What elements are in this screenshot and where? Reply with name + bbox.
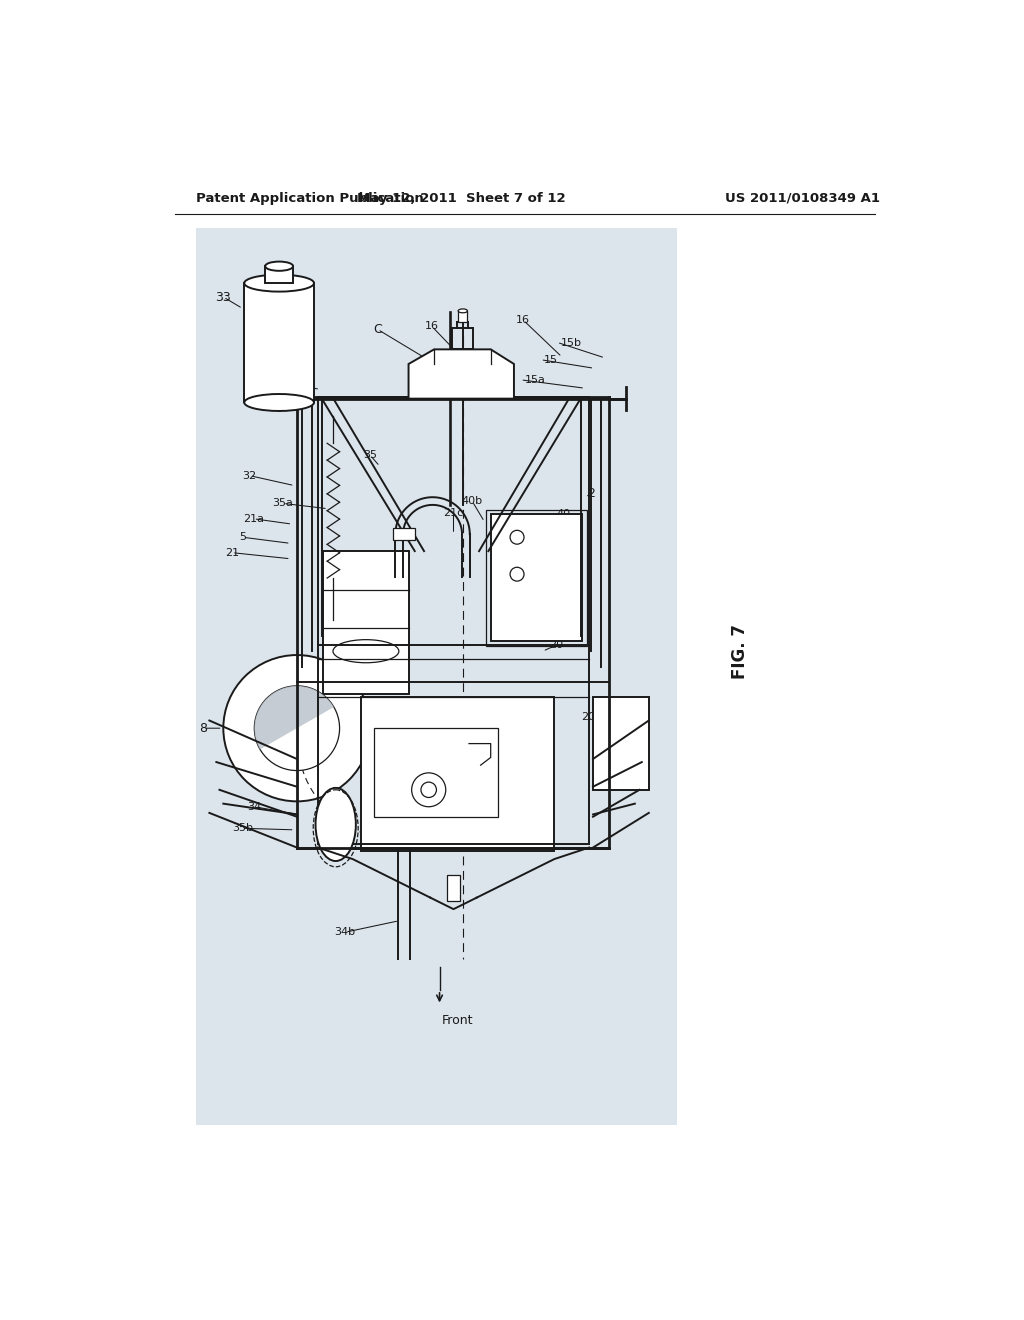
Circle shape [510, 568, 524, 581]
Ellipse shape [245, 393, 314, 411]
Text: FIG. 7: FIG. 7 [731, 624, 750, 678]
Text: 40b: 40b [462, 496, 482, 506]
Text: 34: 34 [247, 801, 261, 812]
Text: 32: 32 [332, 601, 346, 610]
Text: 35: 35 [362, 450, 377, 459]
Text: 16: 16 [425, 321, 439, 331]
Bar [486, 510, 587, 645]
Ellipse shape [315, 788, 356, 861]
Circle shape [223, 655, 371, 801]
Bar [375, 729, 499, 817]
Circle shape [254, 686, 340, 771]
Text: 15b: 15b [261, 329, 282, 339]
Ellipse shape [265, 261, 293, 271]
Bar [447, 874, 460, 902]
Text: 32: 32 [243, 471, 257, 480]
Text: 5: 5 [240, 532, 246, 543]
Text: C: C [373, 323, 382, 335]
Text: 21c: 21c [443, 508, 464, 517]
Text: 20a: 20a [581, 711, 602, 722]
Ellipse shape [333, 640, 399, 663]
Text: 15: 15 [544, 355, 558, 366]
Bar [458, 312, 467, 322]
Bar [360, 697, 554, 851]
Text: 33: 33 [215, 290, 231, 304]
Text: 40: 40 [556, 510, 570, 519]
Text: Patent Application Publication: Patent Application Publication [197, 191, 424, 205]
Text: Front: Front [442, 1014, 473, 1027]
Text: 35a: 35a [272, 499, 294, 508]
Bar [197, 227, 677, 1125]
Text: 21a: 21a [243, 513, 264, 524]
Ellipse shape [458, 309, 467, 313]
Text: 16: 16 [516, 315, 530, 325]
Text: US 2011/0108349 A1: US 2011/0108349 A1 [725, 191, 880, 205]
Bar [393, 528, 415, 540]
Text: 21: 21 [225, 548, 239, 557]
Text: 15a: 15a [524, 375, 546, 385]
Bar [245, 284, 314, 403]
Text: 40a: 40a [542, 576, 563, 585]
Circle shape [412, 774, 445, 807]
Circle shape [510, 531, 524, 544]
Text: 8: 8 [200, 722, 207, 735]
Text: May 12, 2011  Sheet 7 of 12: May 12, 2011 Sheet 7 of 12 [357, 191, 565, 205]
Bar [593, 697, 649, 789]
Text: 15b: 15b [560, 338, 582, 348]
Text: 2: 2 [588, 487, 595, 500]
Text: 20: 20 [550, 640, 563, 649]
Text: 35b: 35b [232, 824, 253, 833]
Text: 34b: 34b [335, 927, 355, 937]
Bar [490, 515, 583, 642]
Ellipse shape [245, 275, 314, 292]
Text: 15: 15 [276, 348, 290, 358]
Text: 15a: 15a [249, 372, 270, 383]
Polygon shape [409, 350, 514, 399]
Bar [324, 552, 409, 693]
Circle shape [421, 781, 436, 797]
Text: 20b: 20b [516, 730, 538, 739]
Text: 16: 16 [525, 630, 540, 639]
Text: 32: 32 [323, 581, 337, 591]
Polygon shape [254, 686, 334, 750]
Bar [265, 267, 293, 284]
